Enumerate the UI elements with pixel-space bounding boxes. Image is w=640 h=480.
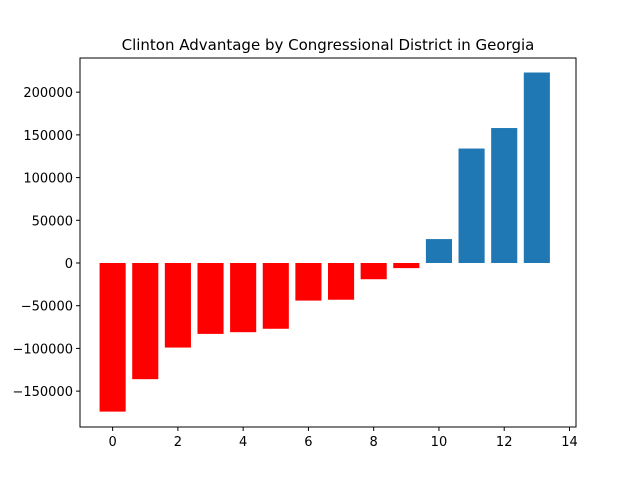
x-tick-label: 6 <box>304 435 312 450</box>
x-tick-label: 2 <box>174 435 182 450</box>
bar-9 <box>393 263 420 269</box>
y-tick-label: 50000 <box>32 214 73 229</box>
x-tick-label: 8 <box>370 435 378 450</box>
y-tick-label: −100000 <box>12 342 73 357</box>
x-tick-label: 4 <box>239 435 247 450</box>
bar-6 <box>295 263 322 301</box>
bar-3 <box>197 263 224 334</box>
bar-8 <box>360 263 387 280</box>
bar-7 <box>328 263 355 300</box>
bar-11 <box>458 148 485 263</box>
x-tick-label: 12 <box>496 435 513 450</box>
bar-1 <box>132 263 159 380</box>
bar-0 <box>99 263 126 412</box>
y-axis-ticks: −150000 −100000 −50000 0 50000 100000 150000 20… <box>12 86 80 400</box>
chart-title: Clinton Advantage by Congressional Distr… <box>122 36 535 54</box>
y-tick-label: 0 <box>65 257 73 272</box>
y-tick-label: −50000 <box>21 300 73 315</box>
y-tick-label: 100000 <box>23 172 73 187</box>
bar-12 <box>491 128 518 263</box>
bar-2 <box>164 263 191 348</box>
bar-13 <box>523 72 550 263</box>
plot-frame <box>79 57 577 428</box>
bars <box>99 72 550 412</box>
y-tick-label: −150000 <box>12 385 73 400</box>
bar-4 <box>230 263 257 333</box>
x-tick-label: 10 <box>431 435 448 450</box>
x-tick-label: 0 <box>108 435 116 450</box>
y-tick-label: 150000 <box>23 129 73 144</box>
x-axis-ticks: 0 2 4 6 8 10 12 14 <box>108 427 578 450</box>
y-tick-label: 200000 <box>23 86 73 101</box>
x-tick-label: 14 <box>561 435 578 450</box>
bar-5 <box>262 263 289 329</box>
bar-10 <box>425 239 452 263</box>
